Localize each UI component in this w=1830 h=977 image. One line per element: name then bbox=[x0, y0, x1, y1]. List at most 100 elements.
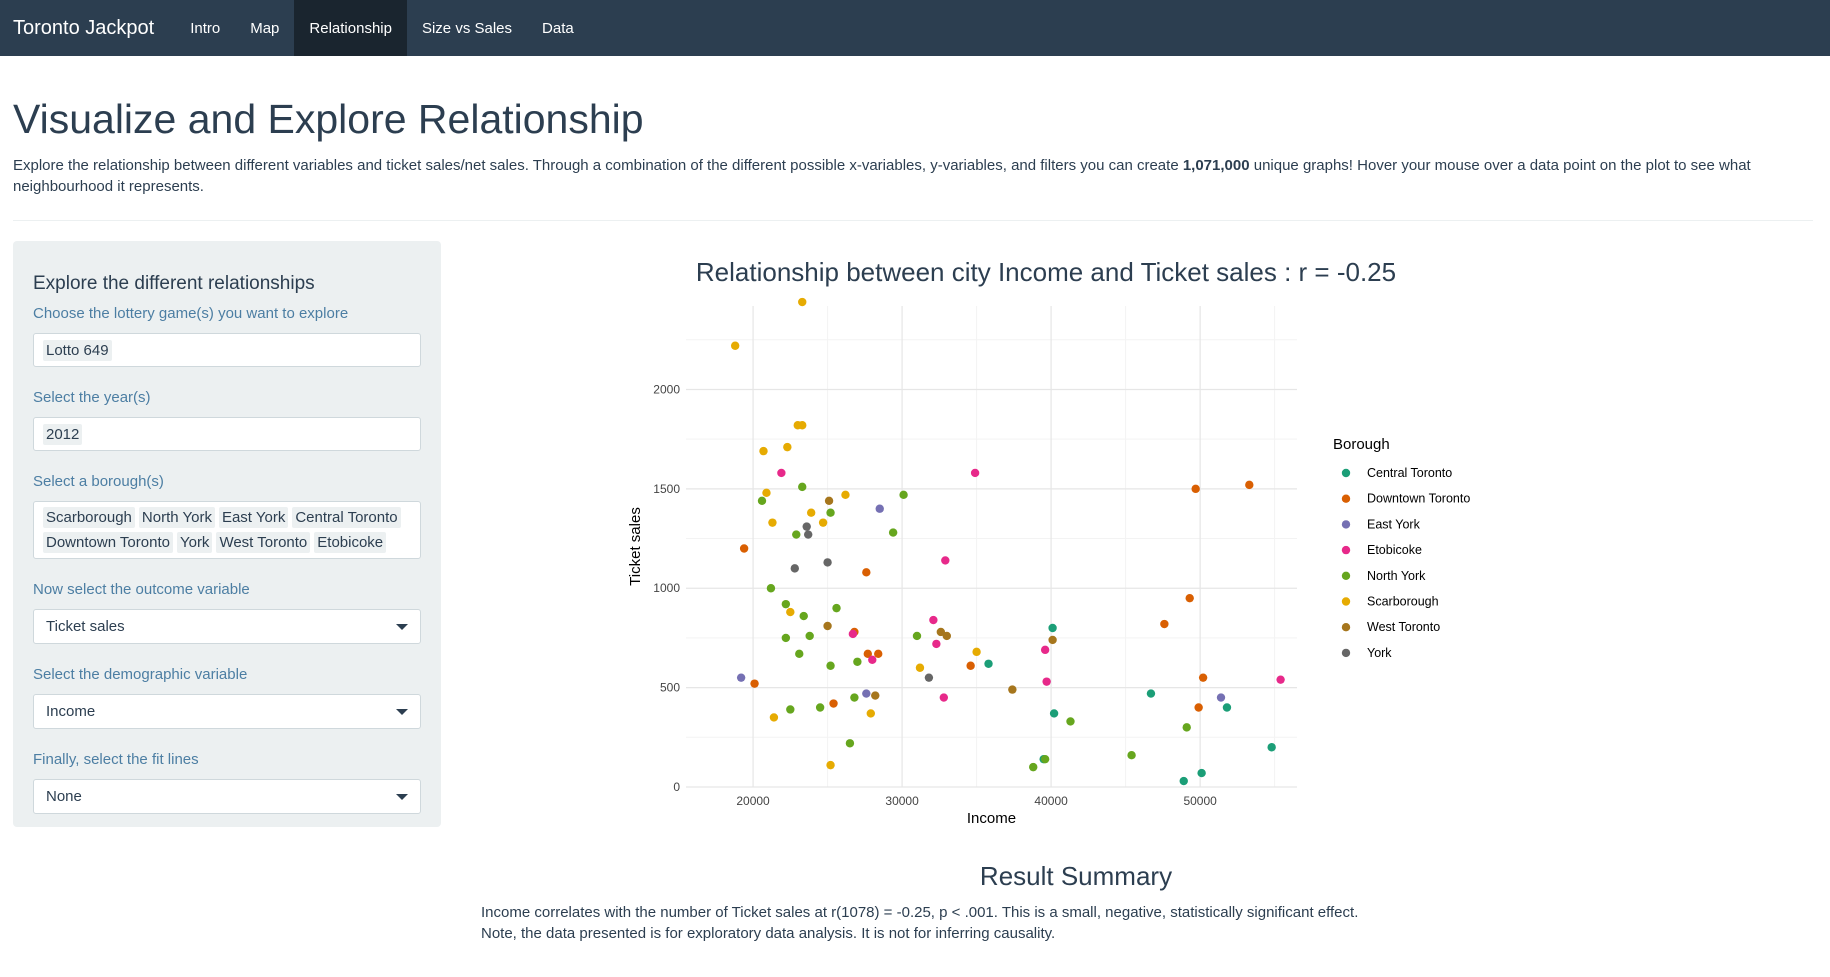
data-point bbox=[823, 621, 832, 631]
data-point bbox=[790, 564, 799, 573]
legend-label: Scarborough bbox=[1367, 595, 1439, 609]
data-point bbox=[1179, 776, 1188, 786]
legend-swatch bbox=[1341, 571, 1351, 580]
caret-down-icon bbox=[396, 708, 408, 715]
data-point bbox=[1146, 689, 1156, 698]
data-point bbox=[804, 530, 813, 539]
legend-label: Downtown Toronto bbox=[1367, 492, 1470, 506]
nav-tab-relationship[interactable]: Relationship bbox=[294, 0, 407, 56]
fit-select[interactable]: None bbox=[33, 779, 421, 814]
sidebar-panel: Explore the different relationships Choo… bbox=[13, 241, 441, 827]
intro-text-after: unique graphs! Hover your mouse over a d… bbox=[13, 157, 1751, 195]
x-axis-label: Income bbox=[967, 810, 1016, 827]
legend-swatch bbox=[1341, 648, 1351, 658]
brand-title[interactable]: Toronto Jackpot bbox=[13, 16, 155, 39]
data-point bbox=[798, 421, 807, 430]
data-point bbox=[759, 446, 768, 456]
borough-tag[interactable]: West Toronto bbox=[216, 532, 311, 553]
data-point bbox=[941, 556, 950, 565]
nav-tab-map[interactable]: Map bbox=[250, 19, 280, 37]
borough-tag[interactable]: Etobicoke bbox=[314, 532, 387, 553]
data-point bbox=[1042, 677, 1051, 686]
legend-label: East York bbox=[1367, 517, 1421, 531]
data-point bbox=[875, 504, 884, 513]
data-point bbox=[798, 482, 807, 492]
x-tick-label: 40000 bbox=[1034, 794, 1068, 808]
summary-title: Result Summary bbox=[979, 861, 1173, 891]
nav-tab-data[interactable]: Data bbox=[542, 19, 574, 37]
data-point bbox=[871, 691, 880, 700]
data-point bbox=[924, 673, 934, 682]
nav-tab-intro[interactable]: Intro bbox=[190, 19, 221, 37]
borough-multiselect[interactable]: Scarborough North York East York Central… bbox=[33, 501, 421, 559]
data-point bbox=[850, 693, 859, 702]
year-tag[interactable]: 2012 bbox=[43, 423, 83, 445]
main-panel: Relationship between city Income and Tic… bbox=[441, 241, 1813, 961]
data-point bbox=[1040, 645, 1050, 655]
borough-tag[interactable]: York bbox=[176, 532, 213, 553]
data-point bbox=[730, 341, 740, 350]
data-point bbox=[1160, 619, 1169, 629]
data-point bbox=[1185, 593, 1194, 603]
legend-swatch bbox=[1341, 545, 1351, 555]
y-tick-label: 1500 bbox=[653, 482, 680, 496]
data-point bbox=[1008, 685, 1017, 694]
data-point bbox=[757, 496, 767, 505]
data-point bbox=[766, 584, 776, 593]
data-point bbox=[868, 655, 877, 664]
data-point bbox=[826, 508, 835, 517]
borough-tag[interactable]: North York bbox=[138, 507, 215, 528]
data-point bbox=[1216, 693, 1226, 702]
legend-label: York bbox=[1367, 646, 1392, 660]
borough-tag[interactable]: Downtown Toronto bbox=[43, 532, 173, 553]
game-tag[interactable]: Lotto 649 bbox=[43, 339, 112, 361]
intro-graph-count: 1,071,000 bbox=[1182, 157, 1250, 174]
borough-tag[interactable]: Scarborough bbox=[43, 507, 135, 528]
page-title: Visualize and Explore Relationship bbox=[13, 96, 644, 142]
borough-tag[interactable]: Central Toronto bbox=[292, 507, 401, 528]
year-label: Select the year(s) bbox=[33, 389, 151, 406]
demographic-select[interactable]: Income bbox=[33, 694, 421, 729]
page-container: Visualize and Explore Relationship Explo… bbox=[0, 96, 1830, 961]
data-point bbox=[781, 599, 791, 609]
y-axis-label: Ticket sales bbox=[627, 507, 644, 586]
data-point bbox=[786, 705, 795, 714]
data-point bbox=[932, 639, 941, 649]
data-point bbox=[853, 657, 862, 666]
outcome-select[interactable]: Ticket sales bbox=[33, 609, 421, 644]
navbar: Toronto Jackpot Intro Map Relationship S… bbox=[0, 0, 1830, 56]
data-point bbox=[829, 699, 838, 708]
data-point bbox=[826, 661, 835, 670]
result-summary: Result Summary Income correlates with th… bbox=[481, 861, 1581, 944]
borough-tag[interactable]: East York bbox=[218, 507, 289, 528]
nav-tab-size-vs-sales[interactable]: Size vs Sales bbox=[421, 19, 513, 37]
data-point bbox=[792, 530, 801, 539]
y-tick-label: 1000 bbox=[653, 581, 680, 595]
data-point bbox=[841, 490, 850, 500]
data-point bbox=[1267, 743, 1276, 752]
data-point bbox=[739, 544, 749, 553]
legend-label: North York bbox=[1367, 569, 1426, 583]
legend-swatch bbox=[1341, 520, 1351, 529]
data-point bbox=[818, 518, 828, 527]
data-point bbox=[1194, 703, 1203, 712]
data-point bbox=[1197, 768, 1206, 778]
data-point bbox=[826, 760, 835, 770]
data-point bbox=[1048, 635, 1057, 645]
data-point bbox=[786, 607, 795, 617]
scatter-chart: Relationship between city Income and Tic… bbox=[627, 257, 1470, 827]
data-point bbox=[848, 629, 858, 639]
data-point bbox=[939, 693, 949, 702]
game-multiselect[interactable]: Lotto 649 bbox=[33, 333, 421, 367]
data-point bbox=[1191, 484, 1200, 494]
data-point bbox=[966, 661, 975, 670]
content-layout: Explore the different relationships Choo… bbox=[13, 241, 1817, 961]
year-multiselect[interactable]: 2012 bbox=[33, 417, 421, 451]
data-point bbox=[802, 522, 811, 531]
data-point bbox=[874, 649, 883, 659]
data-point bbox=[936, 627, 946, 637]
legend-label: West Toronto bbox=[1367, 620, 1440, 634]
data-point bbox=[912, 631, 922, 641]
borough-label: Select a borough(s) bbox=[33, 473, 164, 490]
sidebar-heading: Explore the different relationships bbox=[33, 273, 315, 294]
